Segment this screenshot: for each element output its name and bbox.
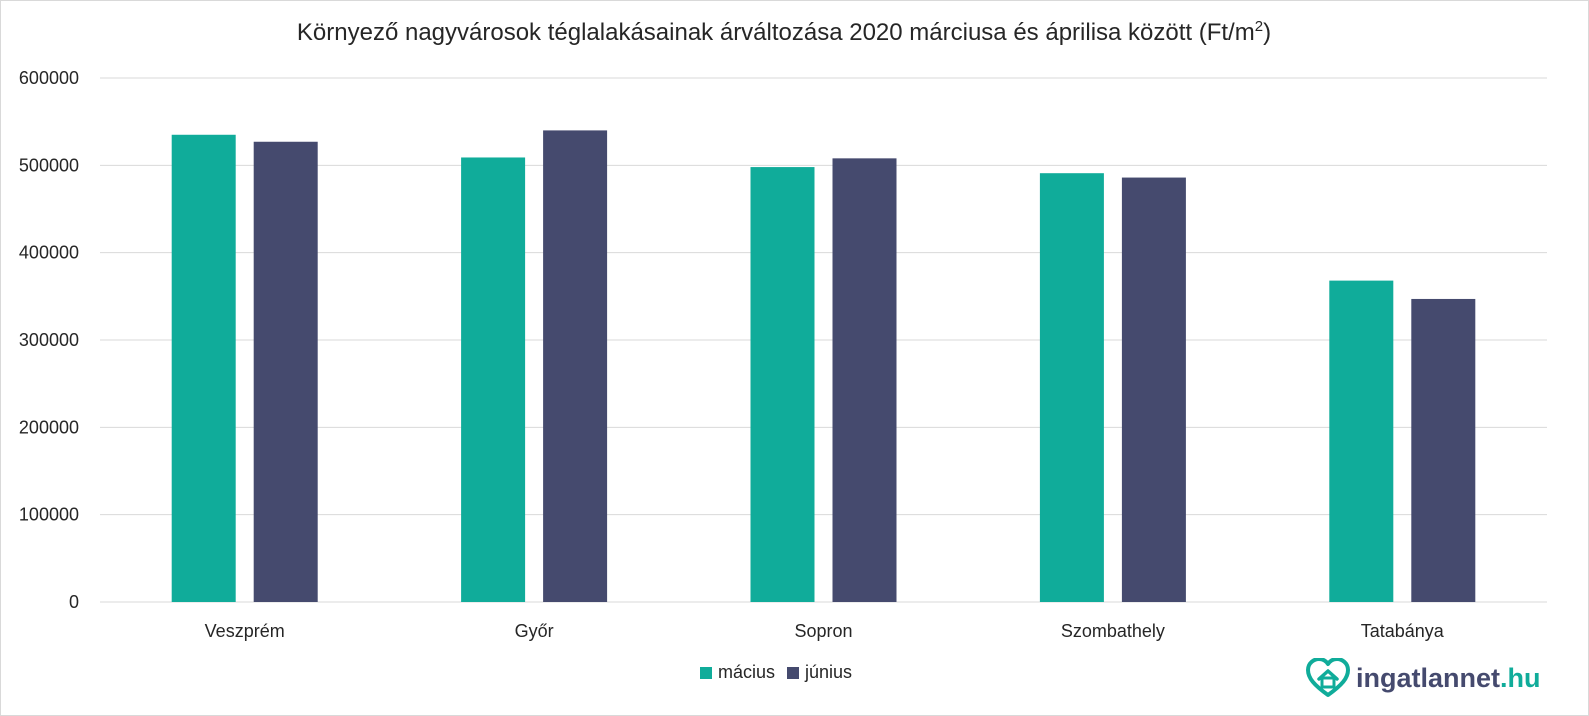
bar-1-4 <box>1039 173 1104 602</box>
bar-1-3 <box>750 167 815 602</box>
legend-swatch-series-1 <box>700 666 712 679</box>
legend: mácius június <box>700 662 864 683</box>
y-tick-label: 200000 <box>19 417 79 437</box>
bar-2-2 <box>543 130 608 602</box>
y-tick-label: 100000 <box>19 505 79 525</box>
bar-2-5 <box>1411 298 1476 602</box>
y-axis-tick-labels: 0 100000 200000 300000 400000 500000 600000 <box>19 68 79 612</box>
bar-1-1 <box>171 134 236 602</box>
legend-item-series-1: mácius <box>700 662 775 683</box>
x-tick-label: Szombathely <box>1061 621 1165 641</box>
x-tick-label: Győr <box>515 621 554 641</box>
y-tick-label: 600000 <box>19 68 79 88</box>
y-tick-label: 300000 <box>19 330 79 350</box>
x-tick-label: Sopron <box>794 621 852 641</box>
brand-name: ingatlannet <box>1356 662 1501 693</box>
legend-label-series-1: mácius <box>718 662 776 682</box>
bar-1-2 <box>461 157 526 602</box>
x-tick-label: Tatabánya <box>1361 621 1445 641</box>
brand-suffix: .hu <box>1500 662 1541 693</box>
x-axis-tick-labels: Veszprém Győr Sopron Szombathely Tatabánya <box>205 621 1445 641</box>
bar-2-4 <box>1121 177 1186 602</box>
chart-title: Környező nagyvárosok téglalakásainak árv… <box>0 18 1568 47</box>
y-tick-label: 0 <box>69 592 79 612</box>
bar-2-3 <box>832 158 897 602</box>
heart-house-icon <box>1306 658 1350 697</box>
chart-title-superscript: 2 <box>1254 18 1264 35</box>
bar-2-1 <box>253 141 318 602</box>
bar-1-5 <box>1329 280 1394 602</box>
gridlines <box>100 77 1547 603</box>
x-tick-label: Veszprém <box>205 621 285 641</box>
brand-wordmark: ingatlannet.hu <box>1356 663 1541 694</box>
brand-logo: ingatlannet.hu <box>1306 658 1541 698</box>
y-tick-label: 500000 <box>19 155 79 175</box>
chart-title-text: Környező nagyvárosok téglalakásainak árv… <box>296 19 1255 46</box>
legend-label-series-2: június <box>805 662 853 682</box>
chart-title-close: ) <box>1263 19 1272 46</box>
bars <box>171 130 1476 602</box>
legend-swatch-series-2 <box>787 666 800 679</box>
legend-item-series-2: június <box>787 662 852 683</box>
y-tick-label: 400000 <box>19 243 79 263</box>
